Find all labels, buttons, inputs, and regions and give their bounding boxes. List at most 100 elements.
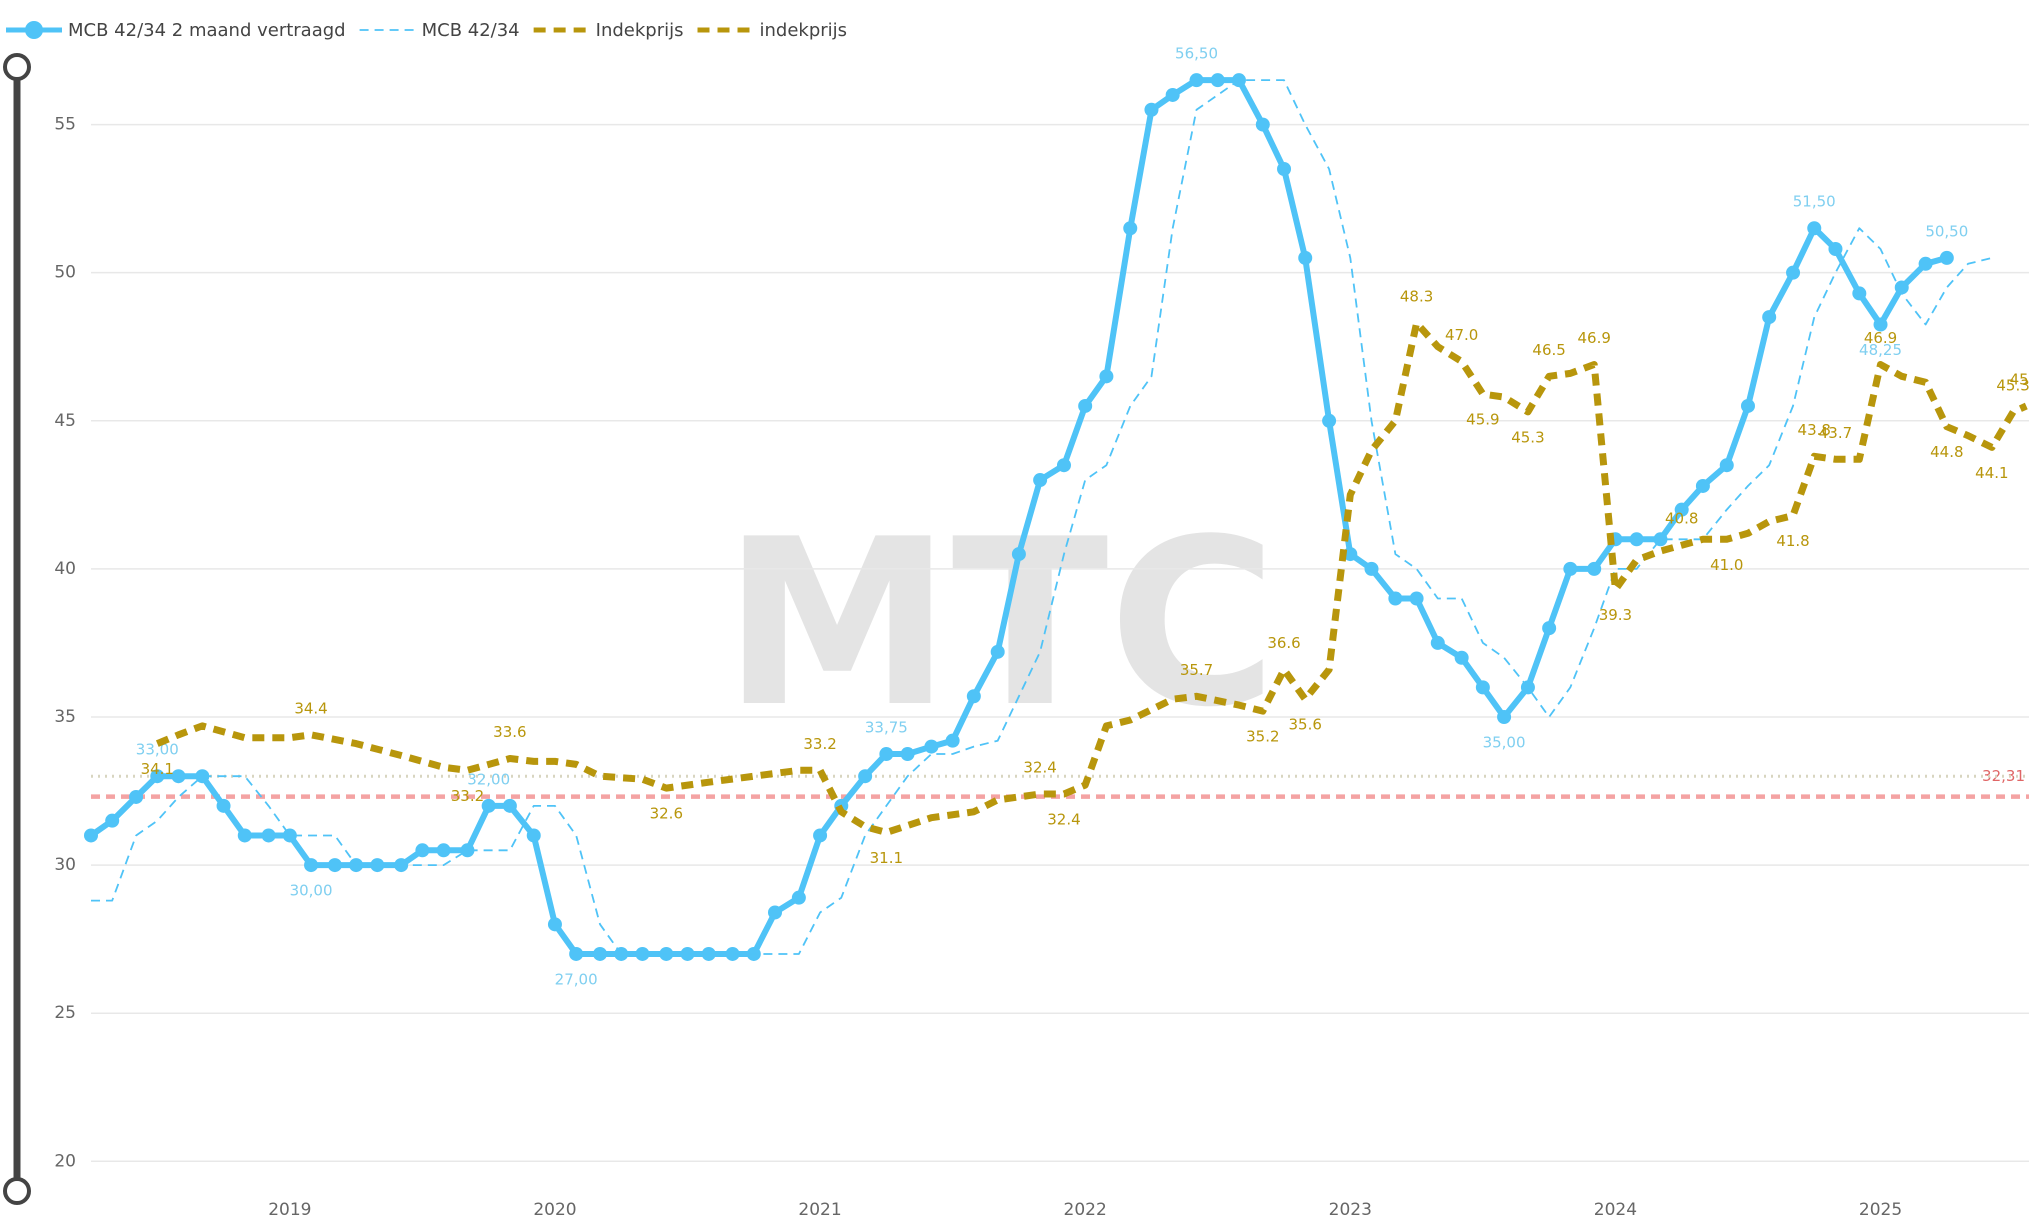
data-label: 43.8 <box>1798 421 1831 439</box>
data-point <box>1894 280 1909 295</box>
data-point <box>1056 458 1071 473</box>
x-tick-label: 2024 <box>1594 1200 1637 1220</box>
y-tick-label: 55 <box>54 115 76 135</box>
data-point <box>237 828 252 843</box>
legend-item[interactable]: MCB 42/34 <box>359 20 520 41</box>
data-point <box>195 769 210 784</box>
data-point <box>593 946 608 961</box>
data-label: 27,00 <box>555 970 598 988</box>
legend-marker <box>25 21 43 39</box>
data-point <box>1939 250 1954 265</box>
slider-handle-top[interactable] <box>3 53 31 81</box>
data-label: 56,50 <box>1175 45 1218 63</box>
data-point <box>502 798 517 813</box>
x-tick-label: 2020 <box>533 1200 576 1220</box>
data-label: 32.6 <box>650 805 683 823</box>
series-line <box>155 319 2028 836</box>
data-label: 48,25 <box>1859 341 1902 359</box>
data-point <box>791 890 806 905</box>
x-tick-label: 2025 <box>1859 1200 1902 1220</box>
data-label: 48.3 <box>1400 288 1433 306</box>
data-label: 47.0 <box>1445 326 1478 344</box>
data-point <box>1144 102 1159 117</box>
data-point <box>547 917 562 932</box>
legend-item[interactable]: indekprijs <box>697 20 848 41</box>
data-point <box>1807 221 1822 236</box>
data-point <box>1695 478 1710 493</box>
data-label: 43.7 <box>1819 424 1852 442</box>
data-point <box>635 946 650 961</box>
watermark: MTC <box>723 491 1278 758</box>
data-label: 45.5 <box>2010 370 2030 388</box>
data-point <box>129 789 144 804</box>
data-point <box>1563 561 1578 576</box>
data-point <box>150 769 165 784</box>
data-label: 41.8 <box>1776 532 1809 550</box>
data-label: 45.3 <box>1996 376 2029 394</box>
data-point <box>1099 369 1114 384</box>
data-point <box>481 798 496 813</box>
x-tick-label: 2023 <box>1329 1200 1372 1220</box>
data-point <box>1475 680 1490 695</box>
data-point <box>569 946 584 961</box>
data-label: 39.3 <box>1599 606 1632 624</box>
data-point <box>1189 73 1204 88</box>
y-tick-label: 25 <box>54 1003 76 1023</box>
legend-item[interactable]: Indekprijs <box>533 20 684 41</box>
data-label: 33.6 <box>493 723 526 741</box>
data-point <box>768 905 782 920</box>
data-point <box>1719 458 1734 473</box>
data-point <box>304 858 319 873</box>
x-tick-label: 2022 <box>1064 1200 1107 1220</box>
data-label: 50,50 <box>1925 222 1968 240</box>
y-tick-label: 30 <box>54 855 76 875</box>
data-label: 35.2 <box>1246 728 1279 746</box>
data-point <box>990 644 1005 659</box>
data-label: 44.1 <box>1975 464 2008 482</box>
legend-item[interactable]: MCB 42/34 2 maand vertraagd <box>6 20 346 41</box>
data-point <box>1828 241 1843 256</box>
data-label: 44.8 <box>1930 443 1963 461</box>
legend-label: Indekprijs <box>596 20 684 41</box>
slider-handle-bottom[interactable] <box>3 1177 31 1205</box>
data-point <box>1852 286 1867 301</box>
data-point <box>1497 709 1512 724</box>
data-point <box>966 689 981 704</box>
data-point <box>1123 221 1138 236</box>
data-label: 51,50 <box>1793 193 1836 211</box>
data-point <box>1388 591 1403 606</box>
x-tick-label: 2021 <box>798 1200 841 1220</box>
data-point <box>1740 398 1755 413</box>
data-point <box>1454 650 1469 665</box>
y-tick-label: 35 <box>54 707 76 727</box>
data-label: 33.2 <box>451 787 484 805</box>
data-point <box>526 828 541 843</box>
x-tick-label: 2019 <box>268 1200 311 1220</box>
data-point <box>105 813 120 828</box>
data-label: 45.9 <box>1466 411 1499 429</box>
data-label: 33,00 <box>136 741 179 759</box>
data-label: 36.6 <box>1267 634 1300 652</box>
data-point <box>924 739 939 754</box>
data-point <box>1011 547 1026 562</box>
data-point <box>171 769 186 784</box>
y-tick-label: 50 <box>54 263 76 283</box>
data-label: 35.7 <box>1180 661 1213 679</box>
legend-label: indekprijs <box>760 20 848 41</box>
data-label: 34.1 <box>141 760 174 778</box>
data-point <box>1033 473 1048 488</box>
data-point <box>436 843 451 858</box>
data-label: 35.6 <box>1289 716 1322 734</box>
data-point <box>1674 502 1689 517</box>
data-point <box>1629 532 1644 547</box>
legend-label: MCB 42/34 2 maand vertraagd <box>68 20 346 41</box>
data-point <box>1918 256 1933 271</box>
data-point <box>1255 117 1270 132</box>
range-slider[interactable] <box>3 53 31 1205</box>
data-label: 46.9 <box>1864 329 1897 347</box>
data-point <box>1364 561 1379 576</box>
data-label: 33.2 <box>803 735 836 753</box>
data-point <box>370 858 385 873</box>
data-point <box>84 828 98 843</box>
